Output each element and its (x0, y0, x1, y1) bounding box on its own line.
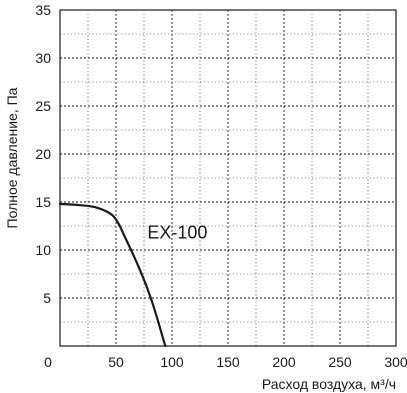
x-tick-label: 250 (328, 354, 352, 370)
y-tick-label: 35 (35, 2, 51, 18)
x-tick-label: 50 (108, 354, 124, 370)
x-tick-labels: 0 50 100 150 200 250 300 (44, 354, 407, 370)
x-tick-label: 200 (272, 354, 296, 370)
x-axis-title: Расход воздуха, м³/ч (262, 376, 396, 392)
y-tick-label: 25 (35, 98, 51, 114)
y-tick-label: 5 (43, 290, 51, 306)
x-tick-label: 150 (216, 354, 240, 370)
y-axis-title: Полное давление, Па (4, 87, 20, 228)
series-line-ex100 (58, 202, 167, 348)
x-tick-label: 100 (160, 354, 184, 370)
x-tick-label: 0 (44, 354, 52, 370)
major-grid (60, 10, 396, 346)
y-tick-labels: 5 10 15 20 25 30 35 (35, 2, 51, 306)
curve-label: EX-100 (147, 222, 207, 242)
plot-frame (59, 9, 397, 347)
y-tick-label: 15 (35, 194, 51, 210)
y-tick-label: 20 (35, 146, 51, 162)
x-tick-label: 300 (384, 354, 407, 370)
y-tick-label: 10 (35, 242, 51, 258)
y-tick-label: 30 (35, 50, 51, 66)
